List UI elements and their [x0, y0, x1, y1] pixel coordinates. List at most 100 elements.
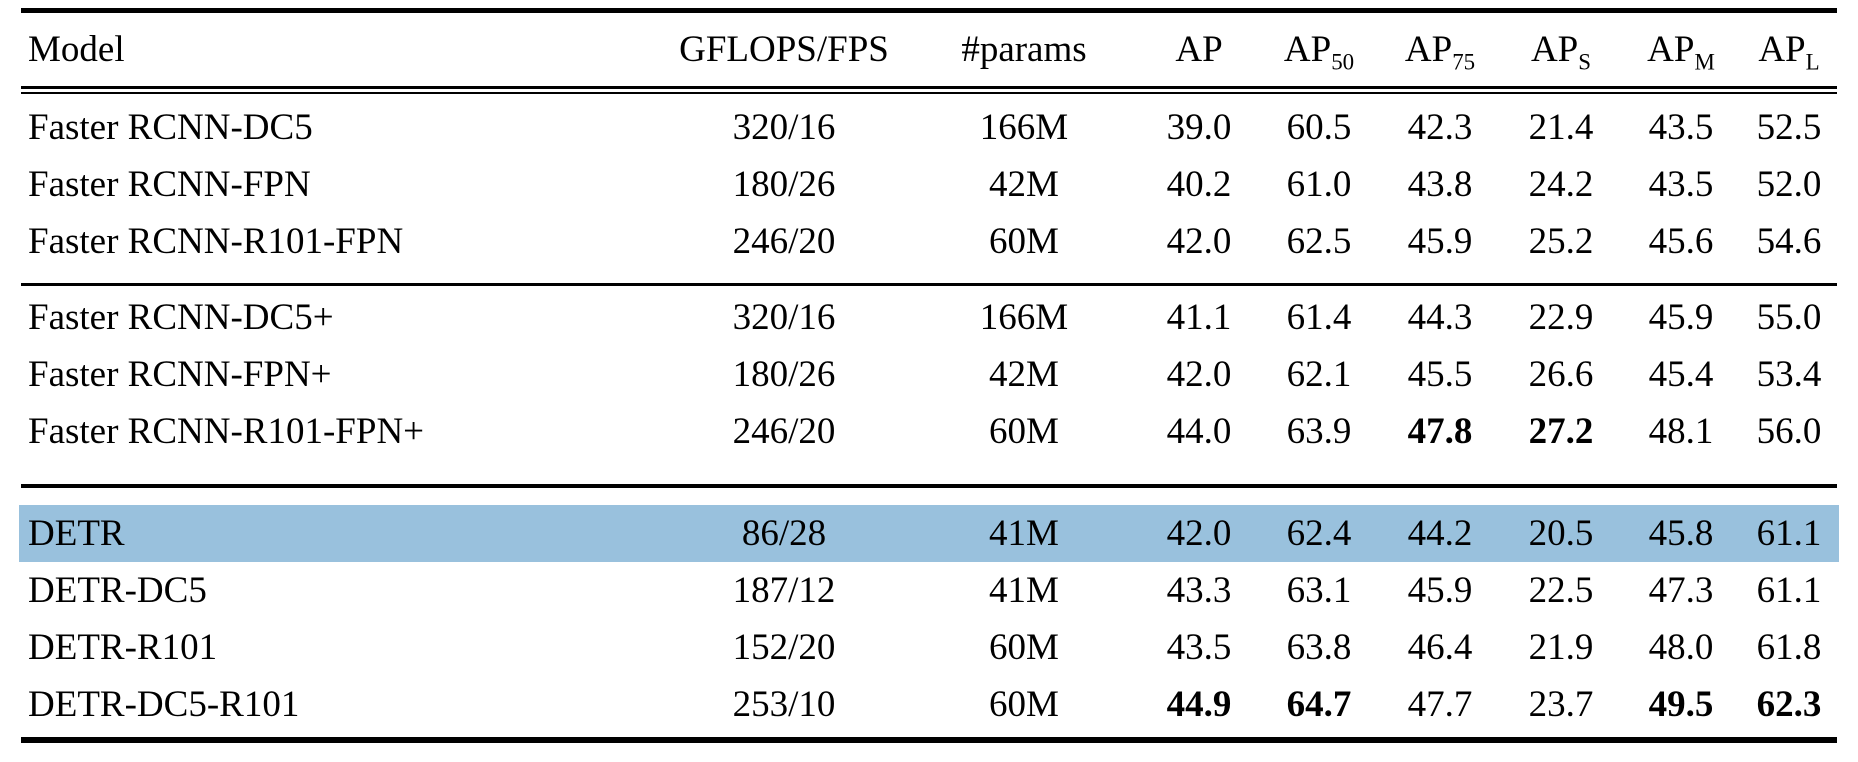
- column-header-label: AP: [1758, 29, 1806, 70]
- ap50-cell: 63.9: [1286, 411, 1352, 452]
- group-separator-1: [21, 283, 1837, 286]
- ap-l-cell: 61.1: [1756, 513, 1822, 554]
- column-header-label: GFLOPS/FPS: [679, 29, 889, 70]
- ap-m-cell: 43.5: [1648, 164, 1714, 205]
- ap-s-cell: 21.4: [1528, 107, 1594, 148]
- gflops-fps-cell: 253/10: [732, 684, 836, 725]
- ap-m-cell: 45.8: [1648, 513, 1714, 554]
- ap-m-cell: 48.1: [1648, 411, 1714, 452]
- column-header-label: AP: [1404, 29, 1453, 70]
- column-header-gflops-fps: GFLOPS/FPS: [659, 31, 909, 68]
- ap-l-cell: 54.6: [1756, 221, 1822, 262]
- gflops-fps-cell: 86/28: [741, 513, 827, 554]
- ap50-cell: 60.5: [1286, 107, 1352, 148]
- model-cell: DETR-DC5: [28, 570, 207, 611]
- ap-m-cell: 49.5: [1648, 684, 1714, 725]
- params-cell: 60M: [989, 221, 1059, 262]
- column-header-label: AP: [1283, 29, 1332, 70]
- table-row-faster-rcnn-fpn: Faster RCNN-FPN+ 180/26 42M 42.0 62.1 45.5 26.…: [19, 346, 1839, 403]
- ap-s-cell: 27.2: [1528, 411, 1594, 452]
- ap75-cell: 47.8: [1407, 411, 1473, 452]
- ap-s-cell: 23.7: [1528, 684, 1594, 725]
- table-row-faster-rcnn-dc5: Faster RCNN-DC5 320/16 166M 39.0 60.5 42.3 21.…: [19, 99, 1839, 156]
- ap-s-cell: 22.9: [1528, 297, 1594, 338]
- gflops-fps-cell: 180/26: [732, 354, 836, 395]
- table-row-faster-rcnn-dc5: Faster RCNN-DC5+ 320/16 166M 41.1 61.4 44.3 22…: [19, 289, 1839, 346]
- ap50-cell: 61.4: [1286, 297, 1352, 338]
- ap75-cell: 42.3: [1407, 107, 1473, 148]
- header-separator-rule: [21, 86, 1837, 94]
- table-row-faster-rcnn-r101-fpn: Faster RCNN-R101-FPN+ 246/20 60M 44.0 63.9 47…: [19, 403, 1839, 460]
- ap-cell: 42.0: [1166, 354, 1232, 395]
- table-top-rule: [21, 8, 1837, 13]
- ap-m-cell: 48.0: [1648, 627, 1714, 668]
- column-header-label: AP: [1175, 29, 1223, 70]
- column-header-label: AP: [1647, 29, 1695, 70]
- table-bottom-rule: [21, 737, 1837, 743]
- ap75-cell: 43.8: [1407, 164, 1473, 205]
- ap-s-cell: 22.5: [1528, 570, 1594, 611]
- column-header-label: AP: [1530, 29, 1579, 70]
- column-header-subscript: S: [1578, 49, 1592, 75]
- ap75-cell: 45.9: [1407, 221, 1473, 262]
- ap75-cell: 44.3: [1407, 297, 1473, 338]
- ap-cell: 39.0: [1166, 107, 1232, 148]
- params-cell: 166M: [979, 297, 1069, 338]
- params-cell: 41M: [989, 513, 1059, 554]
- gflops-fps-cell: 187/12: [732, 570, 836, 611]
- ap-l-cell: 52.5: [1756, 107, 1822, 148]
- gflops-fps-cell: 320/16: [732, 297, 836, 338]
- column-header-subscript: L: [1805, 49, 1820, 75]
- ap-l-cell: 52.0: [1756, 164, 1822, 205]
- ap75-cell: 45.9: [1407, 570, 1473, 611]
- group-separator-2: [21, 484, 1837, 488]
- column-header-ap-s: APS: [1501, 29, 1621, 73]
- ap-l-cell: 53.4: [1756, 354, 1822, 395]
- model-cell: Faster RCNN-FPN: [28, 164, 311, 205]
- ap-m-cell: 43.5: [1648, 107, 1714, 148]
- column-header-subscript: M: [1694, 49, 1715, 75]
- ap-l-cell: 55.0: [1756, 297, 1822, 338]
- ap50-cell: 62.5: [1286, 221, 1352, 262]
- table-header-row: Model GFLOPS/FPS #params AP AP50 AP75 APS APM AP…: [19, 13, 1839, 86]
- table-row-faster-rcnn-r101-fpn: Faster RCNN-R101-FPN 246/20 60M 42.0 62.5 45.…: [19, 213, 1839, 270]
- column-header-ap50: AP50: [1259, 29, 1379, 73]
- ap-m-cell: 45.9: [1648, 297, 1714, 338]
- ap-m-cell: 47.3: [1648, 570, 1714, 611]
- ap50-cell: 64.7: [1286, 684, 1352, 725]
- column-header-subscript: 50: [1331, 49, 1355, 75]
- ap-cell: 44.0: [1166, 411, 1232, 452]
- params-cell: 60M: [989, 684, 1059, 725]
- ap-cell: 43.5: [1166, 627, 1232, 668]
- ap-l-cell: 61.1: [1756, 570, 1822, 611]
- ap50-cell: 62.1: [1286, 354, 1352, 395]
- params-cell: 42M: [989, 164, 1059, 205]
- column-header-ap-m: APM: [1621, 29, 1741, 73]
- params-cell: 60M: [989, 627, 1059, 668]
- ap75-cell: 45.5: [1407, 354, 1473, 395]
- ap50-cell: 61.0: [1286, 164, 1352, 205]
- ap-cell: 42.0: [1166, 513, 1232, 554]
- model-cell: DETR-R101: [28, 627, 218, 668]
- ap50-cell: 63.8: [1286, 627, 1352, 668]
- params-cell: 41M: [989, 570, 1059, 611]
- model-cell: DETR: [28, 513, 125, 554]
- ap-l-cell: 56.0: [1756, 411, 1822, 452]
- ap75-cell: 46.4: [1407, 627, 1473, 668]
- ap75-cell: 44.2: [1407, 513, 1473, 554]
- gflops-fps-cell: 180/26: [732, 164, 836, 205]
- ap-m-cell: 45.6: [1648, 221, 1714, 262]
- column-header-ap-l: APL: [1741, 29, 1837, 73]
- column-header-params: #params: [909, 31, 1139, 68]
- ap-s-cell: 21.9: [1528, 627, 1594, 668]
- gflops-fps-cell: 246/20: [732, 411, 836, 452]
- column-header-ap: AP: [1139, 31, 1259, 68]
- ap75-cell: 47.7: [1407, 684, 1473, 725]
- ap-s-cell: 24.2: [1528, 164, 1594, 205]
- ap-l-cell: 61.8: [1756, 627, 1822, 668]
- column-header-ap75: AP75: [1379, 29, 1501, 73]
- ap-cell: 40.2: [1166, 164, 1232, 205]
- gflops-fps-cell: 152/20: [732, 627, 836, 668]
- ap-cell: 43.3: [1166, 570, 1232, 611]
- table-group-faster-rcnn: Faster RCNN-DC5 320/16 166M 39.0 60.5 42.3 21.…: [0, 94, 1858, 283]
